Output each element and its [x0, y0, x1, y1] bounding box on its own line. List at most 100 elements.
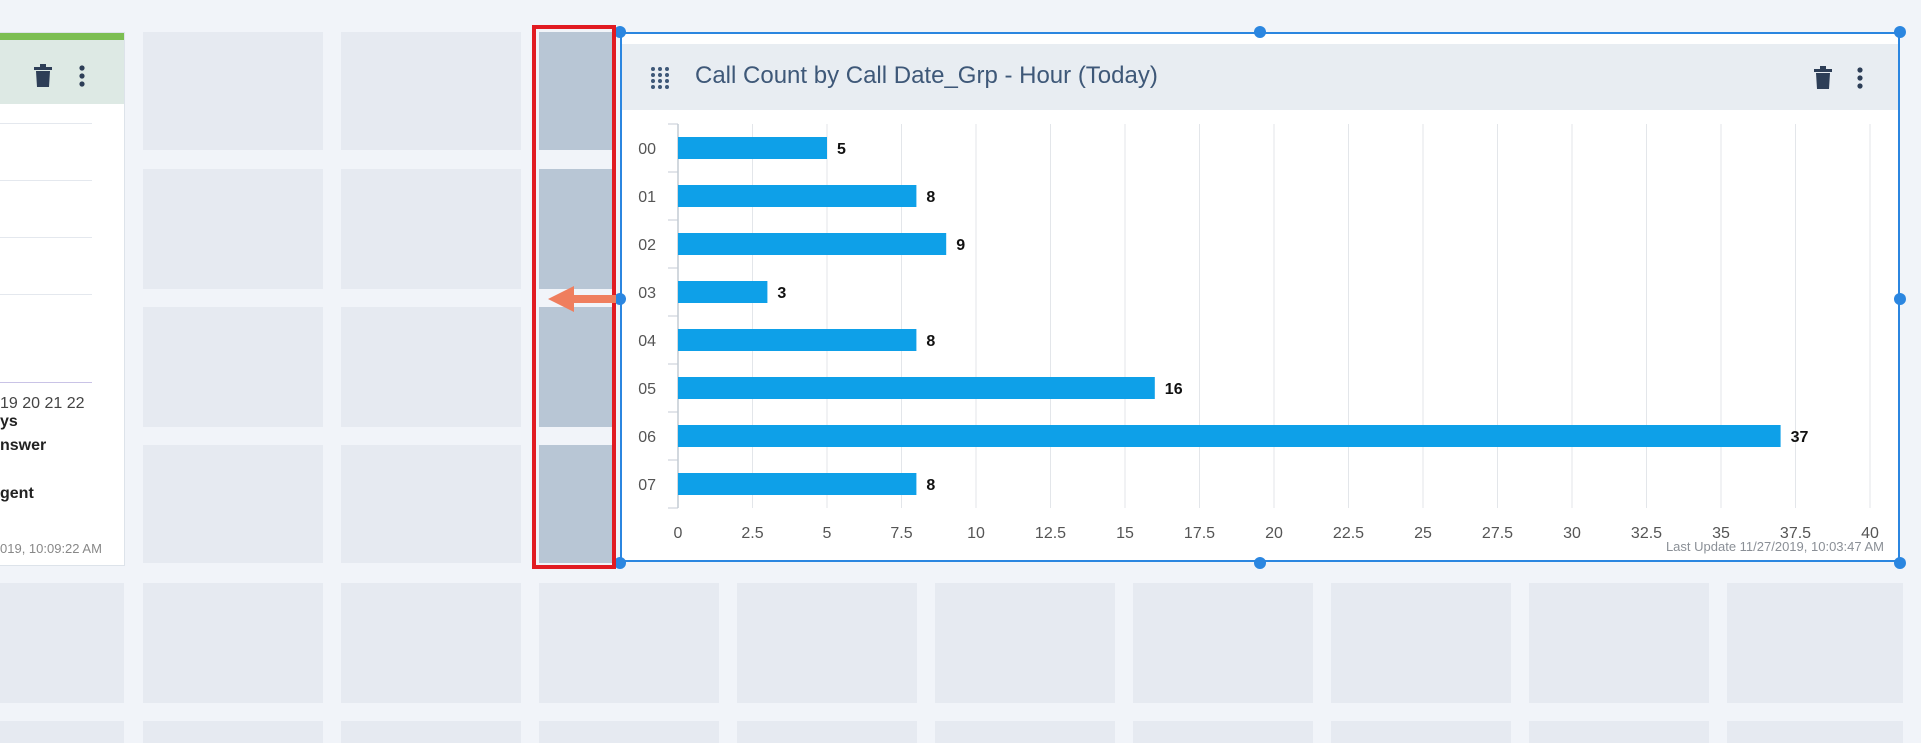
legend-note: gent [0, 485, 34, 502]
data-label: 5 [837, 141, 846, 158]
data-label: 8 [926, 189, 935, 206]
data-label: 9 [956, 237, 965, 254]
data-label: 3 [777, 285, 786, 302]
resize-handle-top-left[interactable] [614, 26, 626, 38]
grid-cell [341, 307, 521, 427]
resize-handle-bottom-center[interactable] [1254, 557, 1266, 569]
grid-cell-highlighted [539, 445, 615, 563]
grid-cell-highlighted [539, 169, 615, 289]
grid-cell [143, 32, 323, 150]
y-tick-label: 04 [638, 333, 656, 350]
call-count-widget[interactable]: Call Count by Call Date_Grp - Hour (Toda… [620, 32, 1900, 562]
grid-cell [539, 583, 719, 703]
grid-cell-highlighted [539, 307, 615, 427]
last-update-text: Last Update 11/27/2019, 10:03:47 AM [1665, 539, 1884, 554]
gridline [0, 294, 92, 295]
x-tick-label: 35 [1712, 525, 1730, 542]
more-vertical-icon[interactable] [1850, 64, 1870, 92]
x-tick-label: 40 [1861, 525, 1879, 542]
bar [678, 473, 917, 495]
x-tick-label: 22.5 [1333, 525, 1364, 542]
grid-cell [0, 721, 124, 743]
bar [678, 329, 917, 351]
data-label: 16 [1165, 381, 1183, 398]
gridline [0, 123, 92, 124]
tick-label: 21 [44, 395, 63, 412]
widget-title: Call Count by Call Date_Grp - Hour (Toda… [695, 62, 1158, 89]
y-tick-label: 03 [638, 285, 656, 302]
grid-cell [1133, 583, 1313, 703]
grid-cell [341, 583, 521, 703]
resize-handle-bottom-right[interactable] [1894, 557, 1906, 569]
grid-cell [1331, 583, 1511, 703]
grid-cell [1727, 721, 1903, 743]
grid-cell [935, 583, 1115, 703]
grid-cell [737, 721, 917, 743]
grid-cell-highlighted [539, 32, 615, 150]
drag-grid-icon[interactable] [648, 64, 672, 92]
bar [678, 185, 917, 207]
resize-handle-top-right[interactable] [1894, 26, 1906, 38]
resize-handle-middle-right[interactable] [1894, 293, 1906, 305]
y-tick-label: 07 [638, 477, 656, 494]
x-tick-label: 25 [1414, 525, 1432, 542]
left-widget-header [0, 40, 124, 104]
x-tick-label: 0 [674, 525, 683, 542]
more-vertical-icon[interactable] [72, 62, 92, 90]
grid-cell [1331, 721, 1511, 743]
grid-cell [935, 721, 1115, 743]
y-tick-label: 02 [638, 237, 656, 254]
legend-note: nswer [0, 437, 47, 454]
tick-label: 19 [0, 395, 18, 412]
left-widget[interactable]: 19 20 21 22 ys nswer gent 019, 10:09:22 … [0, 32, 125, 566]
data-label: 8 [926, 477, 935, 494]
x-tick-label: 7.5 [890, 525, 912, 542]
grid-cell [143, 169, 323, 289]
x-tick-label: 5 [823, 525, 832, 542]
resize-handle-top-center[interactable] [1254, 26, 1266, 38]
grid-cell [1529, 721, 1709, 743]
grid-cell [143, 721, 323, 743]
arrow-left-icon [548, 286, 616, 312]
x-tick-label: 17.5 [1184, 525, 1215, 542]
legend-note: ys [0, 413, 18, 430]
trash-icon[interactable] [30, 62, 56, 90]
gridline [0, 180, 92, 181]
bar [678, 281, 768, 303]
y-tick-label: 05 [638, 381, 656, 398]
grid-cell [0, 583, 124, 703]
x-tick-label: 2.5 [741, 525, 763, 542]
resize-handle-middle-left[interactable] [614, 293, 626, 305]
trash-icon[interactable] [1810, 64, 1836, 92]
bar [678, 233, 947, 255]
axis-line [0, 382, 92, 383]
data-label: 8 [926, 333, 935, 350]
grid-cell [341, 721, 521, 743]
grid-cell [143, 583, 323, 703]
data-label: 37 [1791, 429, 1809, 446]
left-x-axis-ticks: 19 20 21 22 [0, 395, 85, 413]
x-tick-label: 32.5 [1631, 525, 1662, 542]
grid-cell [341, 169, 521, 289]
y-tick-label: 06 [638, 429, 656, 446]
bar [678, 137, 827, 159]
gridline [0, 237, 92, 238]
grid-cell [341, 445, 521, 563]
bar [678, 425, 1781, 447]
grid-cell [539, 721, 719, 743]
widget-status-bar [0, 33, 124, 40]
grid-cell [737, 583, 917, 703]
tick-label: 20 [22, 395, 41, 412]
grid-cell [1529, 583, 1709, 703]
x-tick-label: 20 [1265, 525, 1283, 542]
bar-chart: 0 2.5 5 7.5 10 12.5 15 17.5 20 22.5 25 27.5 30 32.5 35… [638, 123, 1879, 542]
x-tick-label: 37.5 [1780, 525, 1811, 542]
grid-cell [341, 32, 521, 150]
y-tick-label: 01 [638, 189, 656, 206]
grid-cell [143, 445, 323, 563]
x-tick-label: 15 [1116, 525, 1134, 542]
resize-handle-bottom-left[interactable] [614, 557, 626, 569]
y-tick-label: 00 [638, 141, 656, 158]
last-update-text: 019, 10:09:22 AM [0, 541, 102, 556]
bar [678, 377, 1155, 399]
